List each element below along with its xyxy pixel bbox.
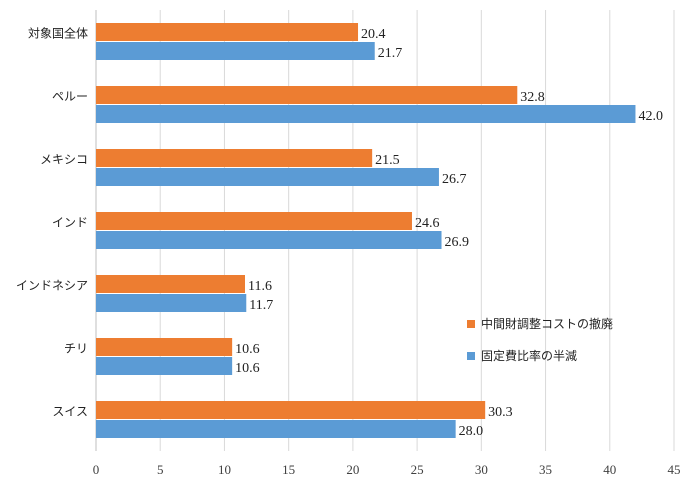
x-tick-label-40: 40	[603, 462, 616, 477]
category-label-2: メキシコ	[40, 153, 88, 167]
data-label-1-6: 28.0	[459, 424, 484, 439]
data-label-1-3: 26.9	[445, 235, 470, 250]
data-label-0-4: 11.6	[248, 279, 272, 294]
data-label-0-5: 10.6	[235, 342, 260, 357]
x-tick-label-35: 35	[539, 462, 552, 477]
legend-swatch-0	[467, 320, 475, 328]
x-tick-label-5: 5	[157, 462, 164, 477]
category-label-1: ペルー	[52, 90, 88, 104]
category-label-5: チリ	[64, 342, 88, 356]
category-label-4: インドネシア	[16, 279, 88, 293]
bar-0-4	[96, 275, 245, 293]
gridlines	[95, 10, 675, 451]
bar-0-6	[96, 401, 486, 419]
bars	[96, 23, 636, 438]
bar-0-5	[96, 338, 233, 356]
bar-1-0	[96, 42, 375, 60]
data-label-0-0: 20.4	[361, 27, 386, 42]
legend-label-0: 中間財調整コストの撤廃	[481, 316, 613, 331]
x-tick-label-15: 15	[282, 462, 295, 477]
legend-label-1: 固定費比率の半減	[481, 348, 577, 363]
data-label-1-5: 10.6	[235, 361, 260, 376]
x-tick-label-45: 45	[668, 462, 681, 477]
bar-1-1	[96, 105, 636, 123]
category-label-6: スイス	[52, 405, 88, 419]
x-tick-label-25: 25	[411, 462, 424, 477]
data-label-1-4: 11.7	[249, 298, 273, 313]
bar-0-3	[96, 212, 412, 230]
data-label-0-1: 32.8	[520, 90, 545, 105]
bar-1-4	[96, 294, 247, 312]
legend-swatch-1	[467, 352, 475, 360]
data-label-1-1: 42.0	[638, 109, 663, 124]
bar-0-0	[96, 23, 359, 41]
x-tick-label-0: 0	[93, 462, 100, 477]
bar-1-2	[96, 168, 439, 186]
x-tick-label-20: 20	[346, 462, 359, 477]
bar-1-3	[96, 231, 442, 249]
x-axis-ticks: 0 5 10 15 20 25 30 35 40 45	[93, 462, 681, 477]
x-tick-label-10: 10	[218, 462, 231, 477]
data-label-1-0: 21.7	[378, 46, 403, 61]
data-label-0-6: 30.3	[488, 405, 512, 420]
bar-0-2	[96, 149, 373, 167]
category-label-3: インド	[52, 216, 88, 230]
bar-1-6	[96, 420, 456, 438]
bar-1-5	[96, 357, 233, 375]
data-label-0-2: 21.5	[375, 153, 400, 168]
x-tick-label-30: 30	[475, 462, 488, 477]
data-labels: 20.4 21.7 32.8 42.0 21.5 26.7 24.6 26.9 11.6 11.7…	[235, 27, 663, 439]
data-label-1-2: 26.7	[442, 172, 467, 187]
bar-0-1	[96, 86, 518, 104]
category-label-0: 対象国全体	[28, 26, 88, 41]
data-label-0-3: 24.6	[415, 216, 440, 231]
